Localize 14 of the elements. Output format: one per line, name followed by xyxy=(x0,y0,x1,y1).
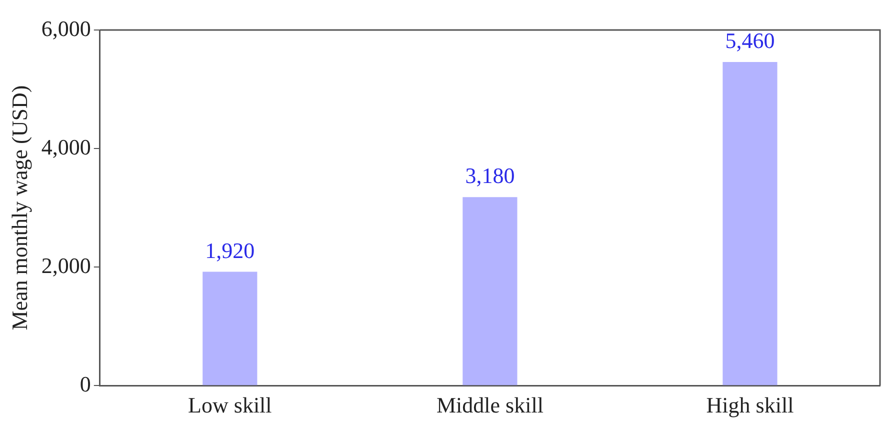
x-tick-label: Middle skill xyxy=(436,392,544,418)
data-label: 1,920 xyxy=(205,238,255,263)
x-tick-label: High skill xyxy=(706,392,794,418)
bar xyxy=(722,62,778,386)
y-tick-label: 0 xyxy=(80,371,91,396)
x-tick-label: Low skill xyxy=(188,392,272,418)
bar xyxy=(202,272,258,386)
data-label: 3,180 xyxy=(465,163,515,188)
data-label: 5,460 xyxy=(725,28,775,54)
y-tick-label: 2,000 xyxy=(41,252,91,278)
y-tick-label: 4,000 xyxy=(41,134,91,160)
bar xyxy=(462,197,518,386)
y-tick-label: 6,000 xyxy=(41,16,91,41)
y-axis-title: Mean monthly wage (USD) xyxy=(6,85,32,330)
